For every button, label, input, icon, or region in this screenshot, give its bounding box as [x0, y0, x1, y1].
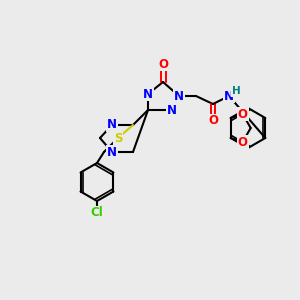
- Text: N: N: [224, 89, 234, 103]
- Text: O: O: [238, 107, 248, 121]
- Text: O: O: [238, 136, 248, 148]
- Text: S: S: [114, 131, 122, 145]
- Text: N: N: [174, 89, 184, 103]
- Text: Cl: Cl: [91, 206, 103, 220]
- Text: O: O: [208, 115, 218, 128]
- Text: N: N: [143, 88, 153, 100]
- Text: H: H: [232, 86, 240, 96]
- Text: N: N: [107, 146, 117, 158]
- Text: N: N: [107, 118, 117, 131]
- Text: O: O: [158, 58, 168, 70]
- Text: N: N: [167, 103, 177, 116]
